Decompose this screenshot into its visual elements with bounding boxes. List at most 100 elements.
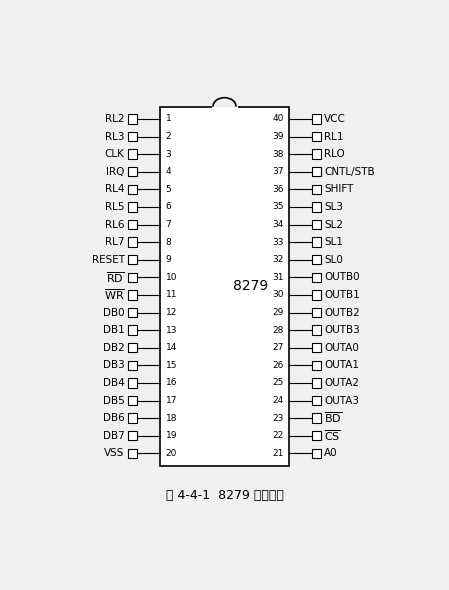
Text: DB2: DB2 [103,343,125,353]
Text: 40: 40 [272,114,283,123]
Text: SL0: SL0 [324,255,343,265]
Bar [160,107,289,466]
Text: 31: 31 [272,273,283,282]
Text: OUTA3: OUTA3 [324,395,359,405]
Text: 18: 18 [166,414,177,422]
Bar [128,448,137,458]
Bar [128,378,137,388]
Text: OUTA0: OUTA0 [324,343,359,353]
Bar [128,396,137,405]
Bar [312,220,321,229]
Text: VCC: VCC [324,114,346,124]
Text: RL7: RL7 [105,237,125,247]
Bar [128,167,137,176]
Text: RLO: RLO [324,149,345,159]
Bar [128,343,137,352]
Bar [312,202,321,212]
Text: 3: 3 [166,150,171,159]
Bar [312,414,321,423]
Text: RL4: RL4 [105,184,125,194]
Bar [128,326,137,335]
Bar [312,290,321,300]
Text: 1: 1 [166,114,171,123]
Text: SL1: SL1 [324,237,343,247]
Bar [312,360,321,370]
Text: RL5: RL5 [105,202,125,212]
Text: DB7: DB7 [103,431,125,441]
Text: DB3: DB3 [103,360,125,371]
Text: 19: 19 [166,431,177,440]
Text: DB6: DB6 [103,413,125,423]
Text: 14: 14 [166,343,177,352]
Bar [128,255,137,264]
Text: 11: 11 [166,290,177,300]
Bar [128,202,137,212]
Text: 12: 12 [166,308,177,317]
Text: OUTB2: OUTB2 [324,307,360,317]
Bar [128,308,137,317]
Text: A0: A0 [324,448,338,458]
Bar [128,149,137,159]
Text: 26: 26 [272,361,283,370]
Text: 34: 34 [272,220,283,229]
Text: 9: 9 [166,255,171,264]
Text: 29: 29 [272,308,283,317]
Bar [128,238,137,247]
Text: 33: 33 [272,238,283,247]
Bar [312,132,321,141]
Text: DB1: DB1 [103,325,125,335]
Text: 6: 6 [166,202,171,211]
Text: OUTA1: OUTA1 [324,360,359,371]
Text: OUTA2: OUTA2 [324,378,359,388]
Text: 2: 2 [166,132,171,141]
Bar [312,273,321,282]
Text: 37: 37 [272,167,283,176]
Bar [312,378,321,388]
Bar [312,308,321,317]
Bar [128,185,137,194]
Text: OUTB0: OUTB0 [324,273,360,283]
Text: 8279: 8279 [233,279,269,293]
Text: 7: 7 [166,220,171,229]
Bar [128,273,137,282]
Bar [128,114,137,124]
Text: CLK: CLK [105,149,125,159]
Text: $\overline{\mathregular{RD}}$: $\overline{\mathregular{RD}}$ [106,270,125,284]
Bar [312,167,321,176]
Text: 21: 21 [272,449,283,458]
Bar [312,238,321,247]
Text: 4: 4 [166,167,171,176]
Text: 23: 23 [272,414,283,422]
Text: 38: 38 [272,150,283,159]
Text: RL1: RL1 [324,132,344,142]
Text: 图 4-4-1  8279 的引脚图: 图 4-4-1 8279 的引脚图 [166,489,283,502]
Bar [312,114,321,124]
Bar [312,255,321,264]
Bar [128,360,137,370]
Bar [312,149,321,159]
Text: DB5: DB5 [103,395,125,405]
Text: SL2: SL2 [324,219,343,230]
Bar [312,431,321,440]
Text: 24: 24 [272,396,283,405]
Text: SL3: SL3 [324,202,343,212]
Text: 39: 39 [272,132,283,141]
Text: $\overline{\mathregular{WR}}$: $\overline{\mathregular{WR}}$ [104,287,125,302]
Text: 15: 15 [166,361,177,370]
Text: 25: 25 [272,378,283,388]
Text: 8: 8 [166,238,171,247]
Text: 32: 32 [272,255,283,264]
Text: DB0: DB0 [103,307,125,317]
Text: IRQ: IRQ [106,167,125,177]
Text: 28: 28 [272,326,283,335]
Text: SHIFT: SHIFT [324,184,354,194]
Bar [312,396,321,405]
Text: 10: 10 [166,273,177,282]
Text: 22: 22 [272,431,283,440]
Bar [312,448,321,458]
Text: 35: 35 [272,202,283,211]
Text: $\overline{\mathregular{CS}}$: $\overline{\mathregular{CS}}$ [324,428,341,443]
Bar [312,326,321,335]
Bar [312,343,321,352]
Text: OUTB1: OUTB1 [324,290,360,300]
